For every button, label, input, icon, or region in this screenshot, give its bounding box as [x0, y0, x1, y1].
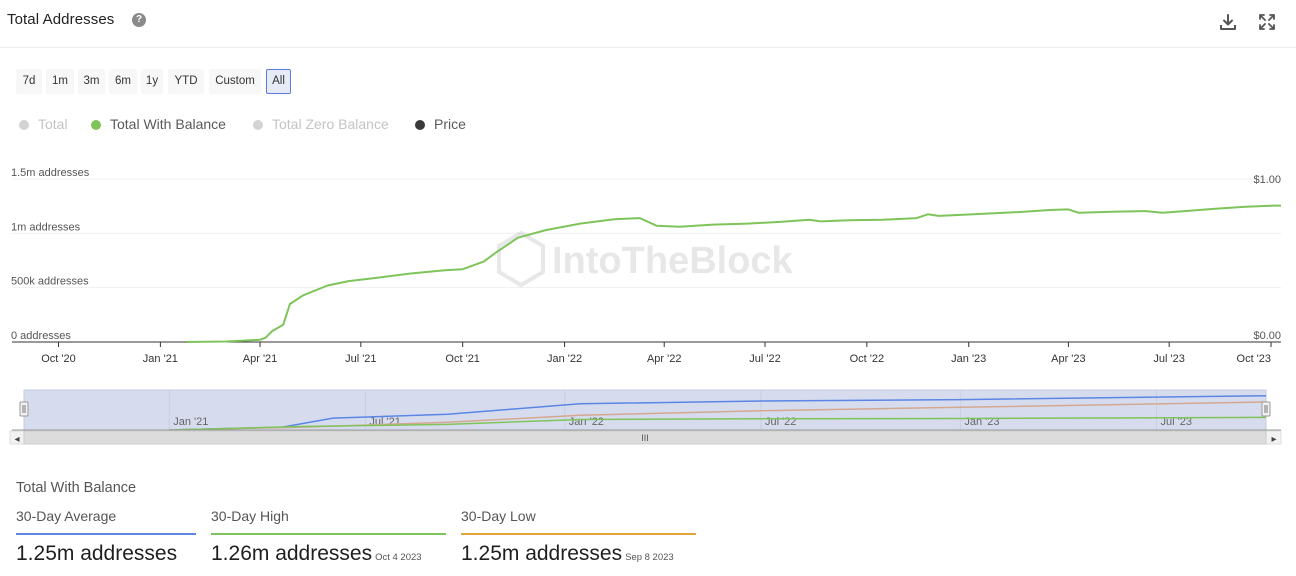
stat-high-underline	[211, 533, 446, 535]
scroll-right-arrow-icon: ▸	[1271, 434, 1276, 445]
y-right-tick-label: $0.00	[1253, 330, 1281, 342]
legend-dot-total	[19, 120, 29, 130]
x-tick-label: Oct '20	[41, 353, 76, 365]
navigator-handle	[19, 401, 29, 417]
navigator-label: Jul '23	[1161, 416, 1192, 428]
scroll-left-arrow-icon: ◂	[14, 434, 19, 445]
range-button-all[interactable]: All	[266, 69, 291, 94]
navigator-label: Jan '22	[569, 416, 604, 428]
scrollbar-grip: III	[641, 433, 649, 443]
x-tick-label: Apr '21	[243, 353, 278, 365]
y-tick-label: 0 addresses	[11, 330, 71, 342]
download-icon[interactable]	[1218, 12, 1238, 32]
stat-low-underline	[461, 533, 696, 535]
panel-header: Total Addresses ?	[0, 0, 1296, 48]
navigator-label: Jul '22	[765, 416, 796, 428]
range-navigator[interactable]: Jan '21 Jul '21 Jan '22 Jul '22 Jan '23 Jul '…	[0, 385, 1296, 447]
range-button-1m[interactable]: 1m	[46, 69, 74, 94]
x-tick-label: Oct '21	[445, 353, 480, 365]
x-tick-label: Apr '22	[647, 353, 682, 365]
stats-title: Total With Balance	[16, 480, 137, 496]
x-tick-label: Jan '22	[547, 353, 582, 365]
navigator-label: Jan '21	[173, 416, 208, 428]
y-right-tick-label: $1.00	[1253, 174, 1281, 186]
navigator-handle	[1261, 401, 1271, 417]
navigator-selection	[23, 389, 1267, 431]
x-tick-label: Jul '23	[1153, 353, 1184, 365]
stat-high-label: 30-Day High	[211, 508, 289, 524]
series-line-total-with-balance	[186, 204, 1281, 343]
legend-label-total: Total	[38, 116, 68, 132]
stat-average-value: 1.25m addresses	[16, 542, 177, 566]
stat-average-underline	[16, 533, 196, 535]
help-icon[interactable]: ?	[132, 13, 146, 27]
stat-low-number: 1.25m addresses	[461, 542, 623, 565]
x-tick-label: Jul '21	[345, 353, 376, 365]
legend-dot-price	[415, 120, 425, 130]
x-tick-label: Apr '23	[1051, 353, 1086, 365]
watermark-hexagon	[497, 230, 545, 288]
stat-low-date: Sep 8 2023	[625, 552, 674, 563]
x-tick-label: Oct '23	[1237, 353, 1272, 365]
range-button-6m[interactable]: 6m	[109, 69, 137, 94]
stat-average-label: 30-Day Average	[16, 508, 117, 524]
navigator-series-line	[169, 394, 1267, 431]
range-button-ytd[interactable]: YTD	[168, 69, 204, 94]
y-tick-label: 500k addresses	[11, 276, 89, 288]
legend-label-total-with-balance: Total With Balance	[110, 116, 226, 132]
x-tick-label: Jan '23	[951, 353, 986, 365]
range-button-1y[interactable]: 1y	[141, 69, 163, 94]
stat-high-value: 1.26m addresses Oct 4 2023	[211, 542, 422, 566]
main-chart[interactable]: 0 addresses 500k addresses 1m addresses 1.5…	[0, 160, 1296, 370]
legend-label-price: Price	[434, 116, 466, 132]
watermark-text: IntoTheBlock	[552, 240, 794, 282]
stat-low-label: 30-Day Low	[461, 508, 536, 524]
stat-high-number: 1.26m addresses	[211, 542, 373, 565]
watermark-logo: IntoTheBlock	[497, 230, 794, 288]
expand-icon[interactable]	[1257, 12, 1277, 32]
legend-dot-total-with-balance	[91, 120, 101, 130]
y-tick-label: 1.5m addresses	[11, 167, 90, 179]
stat-average-number: 1.25m addresses	[16, 542, 178, 565]
page-title: Total Addresses	[7, 11, 115, 28]
stat-low-value: 1.25m addresses Sep 8 2023	[461, 542, 674, 566]
legend-dot-total-zero-balance	[253, 120, 263, 130]
y-tick-label: 1m addresses	[11, 221, 81, 233]
x-tick-label: Jul '22	[749, 353, 780, 365]
stat-high-date: Oct 4 2023	[375, 552, 422, 563]
x-tick-label: Jan '21	[143, 353, 178, 365]
x-tick-label: Oct '22	[850, 353, 885, 365]
navigator-series-line	[169, 416, 1267, 431]
navigator-label: Jul '21	[369, 416, 400, 428]
range-button-7d[interactable]: 7d	[16, 69, 42, 94]
legend-label-total-zero-balance: Total Zero Balance	[272, 116, 389, 132]
range-button-3m[interactable]: 3m	[78, 69, 105, 94]
range-button-custom[interactable]: Custom	[209, 69, 261, 94]
scrollbar-thumb	[23, 430, 1267, 445]
